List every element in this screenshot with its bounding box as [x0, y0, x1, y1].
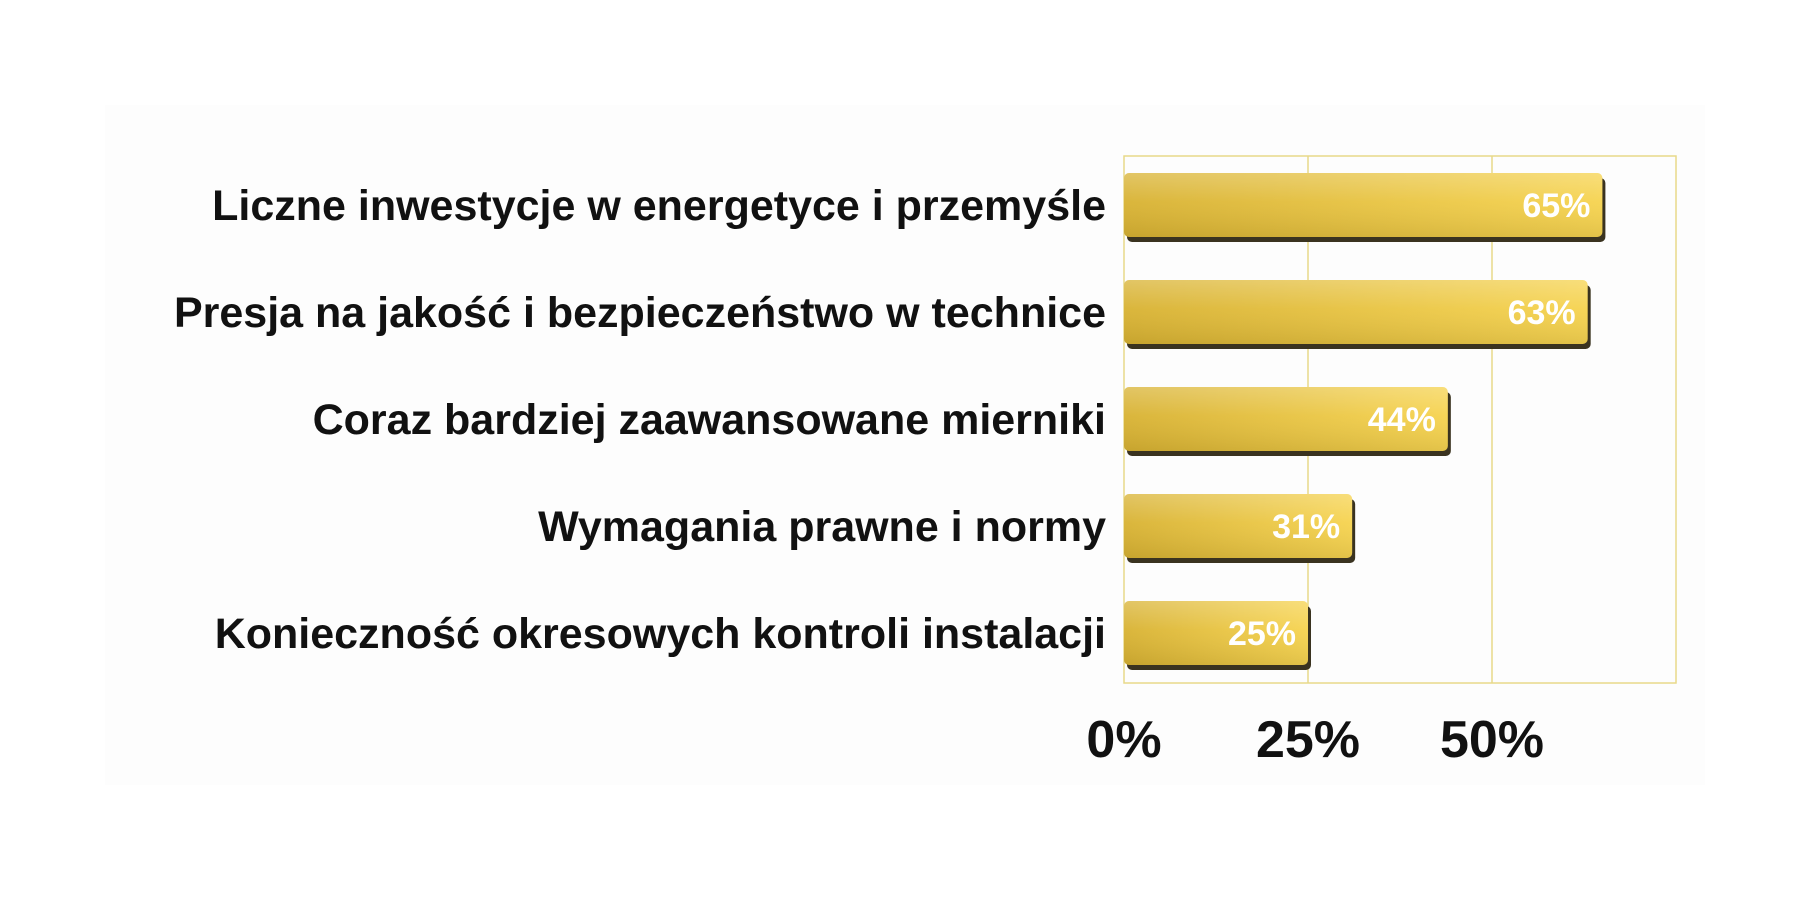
bar-gloss [1124, 387, 1448, 451]
category-label: Konieczność okresowych kontroli instalac… [215, 610, 1106, 658]
x-tick-label: 50% [1440, 711, 1544, 769]
x-tick-label: 25% [1256, 711, 1360, 769]
bar-gloss [1124, 173, 1603, 237]
bar-value-label: 63% [1508, 294, 1576, 332]
category-label: Liczne inwestycje w energetyce i przemyś… [212, 182, 1106, 230]
bars: 65% 63% 44% 31% 25% [1124, 173, 1606, 670]
x-axis-ticks: 0% 25% 50% [1086, 711, 1544, 769]
bar-gloss [1124, 494, 1353, 558]
bar-group: 31% [1124, 494, 1356, 563]
bar-value-label: 65% [1522, 187, 1590, 225]
bar-gloss [1124, 280, 1588, 344]
bar-value-label: 44% [1368, 401, 1436, 439]
bar-gloss [1124, 601, 1308, 665]
x-tick-label: 0% [1086, 711, 1161, 769]
category-label: Coraz bardziej zaawansowane mierniki [313, 396, 1106, 444]
bar-group: 65% [1124, 173, 1606, 242]
bar-group: 44% [1124, 387, 1451, 456]
category-label: Presja na jakość i bezpieczeństwo w tech… [174, 289, 1106, 337]
bar-value-label: 31% [1272, 508, 1340, 546]
category-label: Wymagania prawne i normy [538, 503, 1106, 551]
bar-group: 25% [1124, 601, 1311, 670]
bar-group: 63% [1124, 280, 1591, 349]
bar-value-label: 25% [1228, 615, 1296, 653]
category-labels: Liczne inwestycje w energetyce i przemyś… [174, 182, 1106, 658]
